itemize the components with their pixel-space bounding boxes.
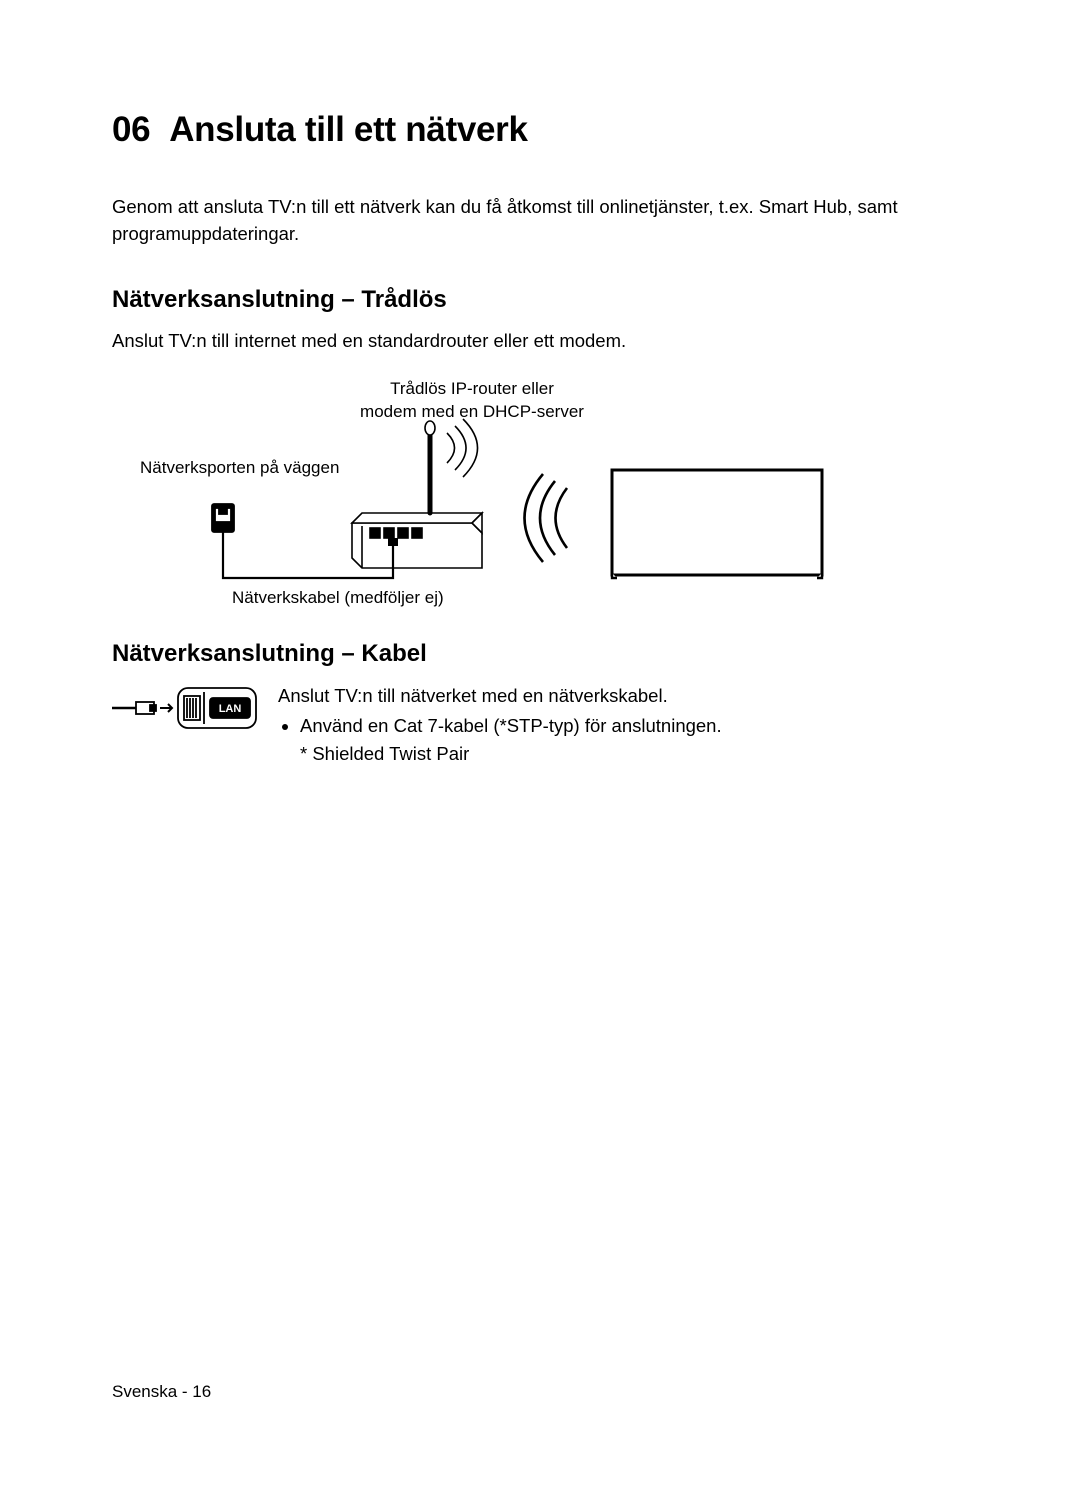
wireless-diagram: Trådlös IP-router eller modem med en DHC… [112, 378, 832, 618]
tv-icon [612, 470, 822, 578]
lan-port-label: LAN [219, 703, 242, 715]
intro-paragraph: Genom att ansluta TV:n till ett nätverk … [112, 194, 968, 248]
chapter-number: 06 [112, 110, 150, 149]
chapter-heading: 06 Ansluta till ett nätverk [112, 110, 968, 150]
cable-body: Anslut TV:n till nätverket med en nätver… [278, 682, 968, 710]
cable-note: * Shielded Twist Pair [300, 740, 968, 768]
wireless-body: Anslut TV:n till internet med en standar… [112, 328, 968, 355]
page-footer: Svenska - 16 [112, 1382, 211, 1402]
lan-port-diagram: LAN [112, 682, 260, 734]
wireless-diagram-svg [112, 378, 832, 618]
chapter-title: Ansluta till ett nätverk [169, 110, 527, 149]
cable-heading: Nätverksanslutning – Kabel [112, 640, 968, 668]
wifi-receive-icon [525, 474, 568, 562]
cable-bullet: Använd en Cat 7-kabel (*STP-typ) för ans… [300, 712, 968, 740]
wireless-heading: Nätverksanslutning – Trådlös [112, 286, 968, 314]
router-icon [352, 419, 482, 568]
wallport-icon [212, 504, 234, 532]
